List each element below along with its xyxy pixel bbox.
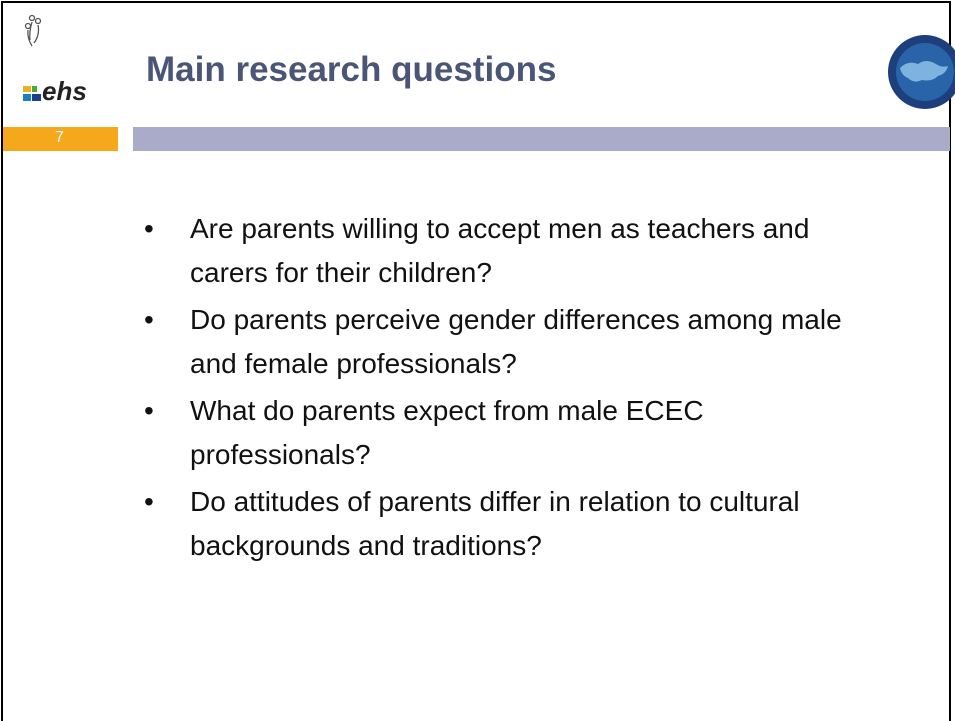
- logo-mark: [23, 14, 42, 101]
- bullet-item: What do parents expect from male ECEC pr…: [140, 389, 880, 477]
- emblem: [888, 35, 955, 109]
- bullet-item: Are parents willing to accept men as tea…: [140, 207, 880, 295]
- bullet-list: Are parents willing to accept men as tea…: [140, 207, 880, 571]
- slide-title: Main research questions: [146, 50, 557, 89]
- slide-number-bar: [3, 127, 118, 151]
- logo-text: ehs: [42, 76, 87, 106]
- bullet-item: Do attitudes of parents differ in relati…: [140, 480, 880, 568]
- header-bar: [133, 127, 950, 151]
- bullet-item: Do parents perceive gender differences a…: [140, 298, 880, 386]
- slide-number: 7: [55, 129, 64, 146]
